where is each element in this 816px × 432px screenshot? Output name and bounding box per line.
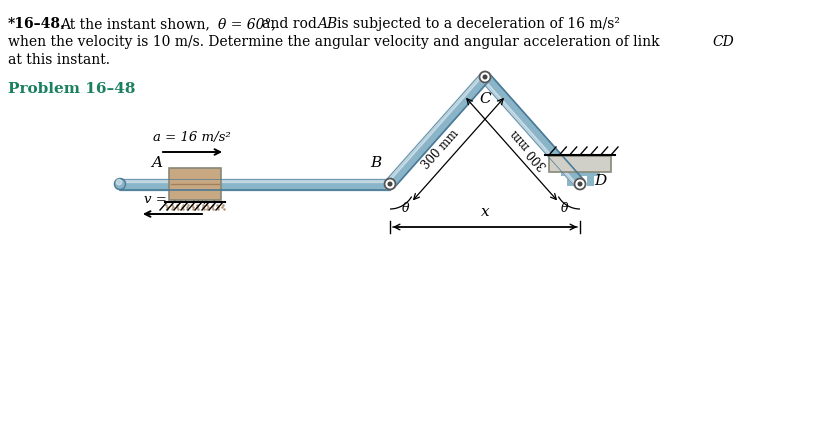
- Text: Problem 16–48: Problem 16–48: [8, 82, 135, 96]
- Text: a = 16 m/s²: a = 16 m/s²: [153, 131, 231, 144]
- Circle shape: [114, 178, 126, 190]
- Text: CD: CD: [712, 35, 734, 49]
- Circle shape: [480, 72, 490, 83]
- Polygon shape: [120, 178, 390, 190]
- Polygon shape: [481, 79, 579, 187]
- Text: At the instant shown,: At the instant shown,: [60, 17, 210, 31]
- Text: A: A: [152, 156, 162, 170]
- Polygon shape: [386, 73, 483, 183]
- Text: and rod: and rod: [262, 17, 317, 31]
- Circle shape: [579, 182, 582, 186]
- Polygon shape: [481, 73, 584, 187]
- Text: *16–48.: *16–48.: [8, 17, 66, 31]
- Text: AB: AB: [317, 17, 337, 31]
- Text: θ: θ: [402, 202, 410, 215]
- Text: at this instant.: at this instant.: [8, 53, 110, 67]
- Text: is subjected to a deceleration of 16 m/s²: is subjected to a deceleration of 16 m/s…: [337, 17, 620, 31]
- Circle shape: [574, 178, 586, 190]
- Text: 300 mm: 300 mm: [508, 127, 551, 172]
- Text: D: D: [594, 174, 606, 188]
- Text: θ = 60°,: θ = 60°,: [218, 17, 276, 31]
- FancyBboxPatch shape: [549, 156, 611, 172]
- Text: when the velocity is 10 m/s. Determine the angular velocity and angular accelera: when the velocity is 10 m/s. Determine t…: [8, 35, 659, 49]
- Polygon shape: [386, 73, 489, 187]
- Text: C: C: [479, 92, 490, 106]
- Circle shape: [483, 75, 487, 79]
- FancyBboxPatch shape: [169, 168, 221, 200]
- Circle shape: [388, 182, 392, 186]
- Polygon shape: [120, 178, 390, 182]
- Circle shape: [116, 179, 122, 185]
- Text: v = 10 m/s: v = 10 m/s: [144, 193, 216, 206]
- Circle shape: [384, 178, 396, 190]
- Text: B: B: [370, 156, 382, 170]
- Text: 300 mm: 300 mm: [419, 127, 461, 172]
- Text: x: x: [481, 205, 490, 219]
- Text: θ: θ: [561, 202, 568, 215]
